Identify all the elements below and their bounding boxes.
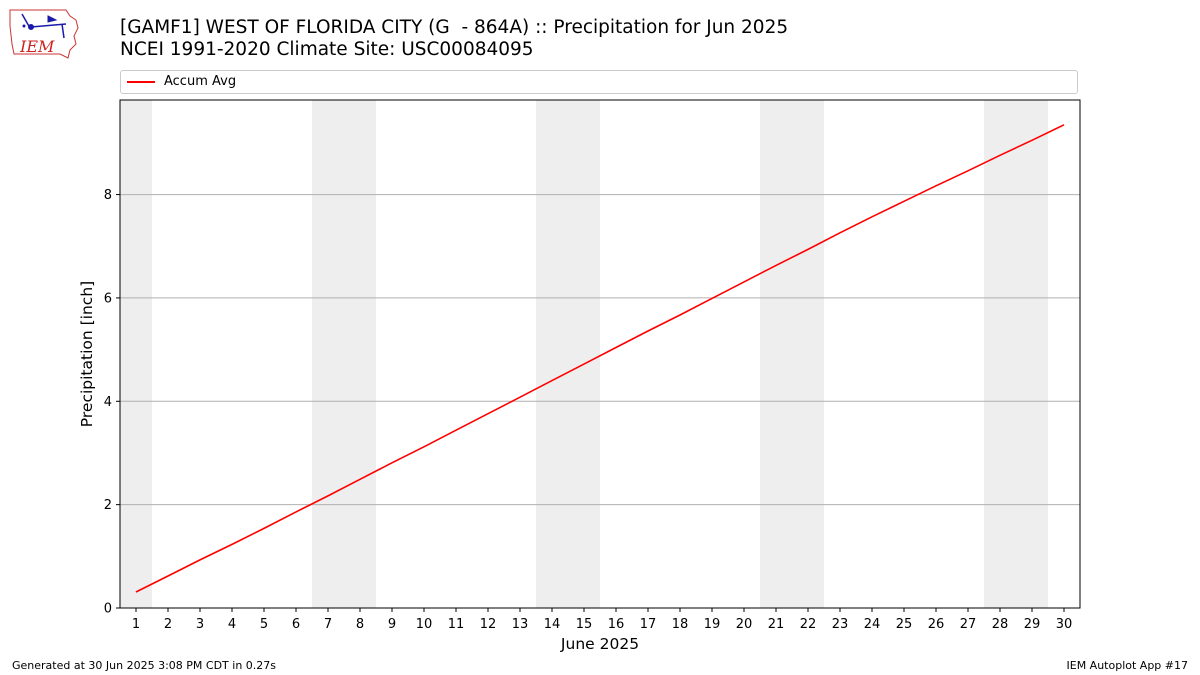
weather-instruments-icon (21, 13, 67, 39)
title-line-2: NCEI 1991-2020 Climate Site: USC00084095 (120, 39, 534, 60)
x-tick-label-7: 7 (324, 617, 332, 632)
x-tick-label-15: 15 (576, 617, 593, 632)
x-tick-label-18: 18 (672, 617, 689, 632)
x-tick-label-13: 13 (512, 617, 529, 632)
iowa-outline (9, 9, 79, 59)
series-line-0 (135, 124, 1065, 593)
x-tick-label-8: 8 (356, 617, 364, 632)
x-axis-label: June 2025 (560, 635, 639, 653)
x-tick-label-12: 12 (480, 617, 497, 632)
x-tick-label-19: 19 (704, 617, 721, 632)
weekend-band-1 (120, 100, 152, 608)
y-tick-label-2: 2 (104, 498, 112, 513)
legend-label-accum-avg: Accum Avg (164, 74, 237, 89)
x-tick-label-26: 26 (928, 617, 945, 632)
weekend-band-5 (984, 100, 1048, 608)
chart-title: [GAMF1] WEST OF FLORIDA CITY (G - 864A) … (120, 17, 788, 61)
x-tick-label-3: 3 (196, 617, 204, 632)
x-tick-label-24: 24 (864, 617, 881, 632)
x-tick-label-21: 21 (768, 617, 785, 632)
y-tick-label-6: 6 (104, 291, 112, 306)
x-tick-label-17: 17 (640, 617, 657, 632)
logo-text: IEM (19, 37, 55, 56)
x-tick-label-14: 14 (544, 617, 561, 632)
x-tick-label-2: 2 (164, 617, 172, 632)
title-line-1: [GAMF1] WEST OF FLORIDA CITY (G - 864A) … (120, 17, 789, 38)
legend: Accum Avg (120, 70, 1078, 94)
weekend-band-4 (760, 100, 824, 608)
x-tick-label-25: 25 (896, 617, 913, 632)
y-axis-label: Precipitation [inch] (78, 281, 96, 427)
plot-frame (119, 99, 1081, 609)
legend-swatch-accum-avg (127, 81, 155, 83)
weekend-band-3 (536, 100, 600, 608)
app-note: IEM Autoplot App #17 (1066, 659, 1189, 672)
x-tick-label-16: 16 (608, 617, 625, 632)
x-tick-label-6: 6 (292, 617, 300, 632)
iem-logo: IEM (9, 9, 79, 59)
x-tick-label-4: 4 (228, 617, 236, 632)
y-tick-label-4: 4 (104, 395, 112, 410)
x-tick-label-11: 11 (448, 617, 465, 632)
y-tick-label-8: 8 (104, 188, 112, 203)
x-tick-label-30: 30 (1056, 617, 1073, 632)
x-tick-label-27: 27 (960, 617, 977, 632)
x-tick-label-10: 10 (416, 617, 433, 632)
weekend-band-2 (312, 100, 376, 608)
x-tick-label-23: 23 (832, 617, 849, 632)
x-tick-label-20: 20 (736, 617, 753, 632)
y-tick-label-0: 0 (104, 602, 112, 617)
x-tick-label-9: 9 (388, 617, 396, 632)
x-tick-label-22: 22 (800, 617, 817, 632)
x-tick-label-28: 28 (992, 617, 1009, 632)
x-tick-label-1: 1 (132, 617, 140, 632)
x-tick-label-5: 5 (260, 617, 268, 632)
generated-note: Generated at 30 Jun 2025 3:08 PM CDT in … (12, 659, 277, 672)
x-tick-label-29: 29 (1024, 617, 1041, 632)
